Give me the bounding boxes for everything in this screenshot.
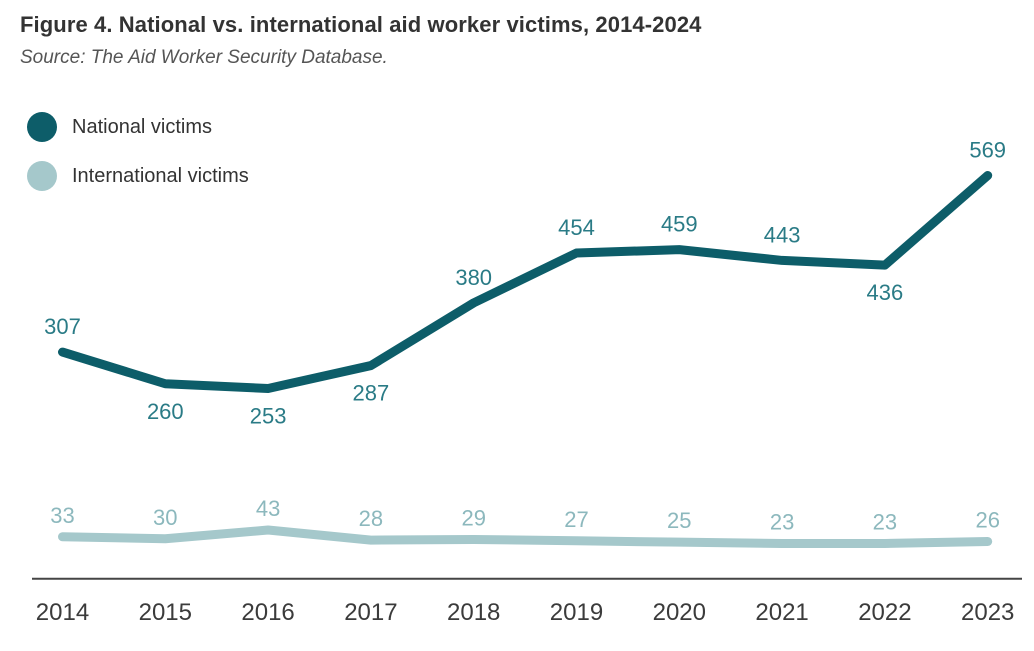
- chart-legend: National victims International victims: [27, 112, 249, 210]
- data-label-national-victims-2015: 260: [147, 399, 184, 424]
- x-tick-label-2014: 2014: [36, 599, 89, 626]
- data-label-international-victims-2014: 33: [50, 503, 74, 528]
- data-label-international-victims-2023: 26: [975, 507, 999, 532]
- data-label-national-victims-2023: 569: [969, 137, 1006, 162]
- legend-item-national: National victims: [27, 112, 249, 142]
- x-tick-label-2016: 2016: [241, 599, 294, 626]
- data-label-national-victims-2019: 454: [558, 215, 595, 240]
- data-label-international-victims-2021: 23: [770, 509, 794, 534]
- x-tick-label-2015: 2015: [139, 599, 192, 626]
- data-label-international-victims-2019: 27: [564, 507, 588, 532]
- x-tick-label-2021: 2021: [755, 599, 808, 626]
- data-label-national-victims-2018: 380: [455, 265, 492, 290]
- series-line-international-victims: [58, 525, 993, 548]
- data-label-international-victims-2018: 29: [461, 505, 485, 530]
- data-label-international-victims-2016: 43: [256, 496, 280, 521]
- figure-header: Figure 4. National vs. international aid…: [20, 12, 702, 69]
- x-tick-label-2018: 2018: [447, 599, 500, 626]
- data-label-national-victims-2014: 307: [44, 314, 81, 339]
- data-label-international-victims-2015: 30: [153, 505, 177, 530]
- legend-item-international: International victims: [27, 161, 249, 191]
- series-line-national-victims: [58, 170, 993, 393]
- figure-title: Figure 4. National vs. international aid…: [20, 12, 702, 37]
- data-label-national-victims-2016: 253: [250, 403, 287, 428]
- data-label-national-victims-2022: 436: [867, 280, 904, 305]
- x-tick-label-2023: 2023: [961, 599, 1014, 626]
- x-tick-label-2022: 2022: [858, 599, 911, 626]
- data-label-international-victims-2020: 25: [667, 508, 691, 533]
- x-tick-label-2020: 2020: [653, 599, 706, 626]
- data-label-national-victims-2017: 287: [353, 381, 390, 406]
- x-tick-label-2019: 2019: [550, 599, 603, 626]
- data-label-national-victims-2020: 459: [661, 212, 698, 237]
- legend-label-international: International victims: [72, 164, 249, 187]
- legend-label-national: National victims: [72, 115, 213, 138]
- x-tick-label-2017: 2017: [344, 599, 397, 626]
- data-label-national-victims-2021: 443: [764, 222, 801, 247]
- data-label-international-victims-2022: 23: [873, 509, 897, 534]
- data-label-international-victims-2017: 28: [359, 506, 383, 531]
- legend-swatch-national: [27, 112, 57, 142]
- legend-swatch-international: [27, 161, 57, 191]
- figure-source: Source: The Aid Worker Security Database…: [20, 47, 388, 68]
